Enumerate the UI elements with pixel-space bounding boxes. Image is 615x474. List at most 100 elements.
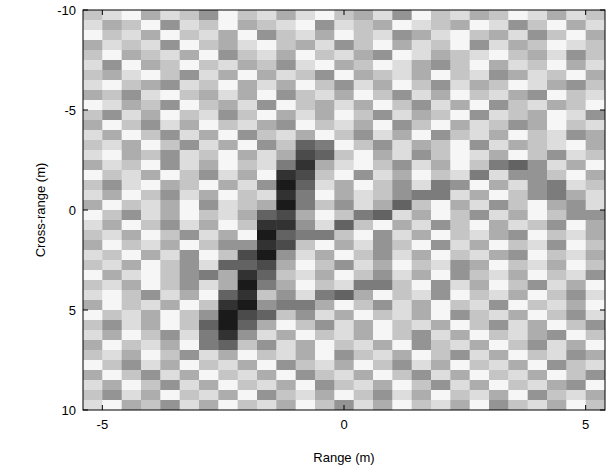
cell [354, 230, 374, 241]
cell [199, 370, 219, 381]
cell [160, 140, 180, 151]
cell [102, 180, 122, 191]
cell [489, 180, 509, 191]
cell [508, 110, 528, 121]
cell [83, 110, 103, 121]
cell [431, 330, 451, 341]
cell [489, 90, 509, 101]
cell [296, 150, 316, 161]
cell [508, 20, 528, 31]
cell [334, 350, 354, 361]
cell [218, 160, 238, 171]
cell [489, 270, 509, 281]
cell [470, 10, 490, 21]
cell [160, 270, 180, 281]
cell [180, 90, 200, 101]
cell [566, 330, 586, 341]
cell [199, 400, 219, 410]
cell [528, 400, 548, 410]
cell [122, 120, 142, 131]
cell [470, 400, 490, 410]
cell [547, 60, 567, 71]
cell [199, 200, 219, 211]
cell [586, 280, 605, 291]
cell [508, 290, 528, 301]
cell [547, 360, 567, 371]
cell [431, 230, 451, 241]
cell [392, 160, 412, 171]
cell [160, 190, 180, 201]
cell [489, 380, 509, 391]
cell [180, 230, 200, 241]
cell [392, 390, 412, 401]
cell [334, 310, 354, 321]
cell [373, 240, 393, 251]
cell [431, 150, 451, 161]
cell [489, 60, 509, 71]
cell [354, 370, 374, 381]
cell [315, 210, 335, 221]
cell [160, 200, 180, 211]
cell [431, 100, 451, 111]
cell [141, 310, 161, 321]
cell [547, 240, 567, 251]
cell [122, 300, 142, 311]
cell [431, 80, 451, 91]
cell [122, 20, 142, 31]
cell [315, 140, 335, 151]
cell [508, 340, 528, 351]
cell [586, 380, 605, 391]
cell [489, 100, 509, 111]
cell [122, 160, 142, 171]
cell [547, 260, 567, 271]
cell [180, 110, 200, 121]
cell [160, 40, 180, 51]
cell [257, 20, 277, 31]
cell [83, 230, 103, 241]
cell [160, 20, 180, 31]
cell [218, 330, 238, 341]
cell [180, 30, 200, 41]
cell [122, 150, 142, 161]
cell [238, 190, 258, 201]
cell [315, 400, 335, 410]
cell [83, 210, 103, 221]
cell [547, 120, 567, 131]
cell [141, 160, 161, 171]
cell [296, 100, 316, 111]
cell [412, 170, 432, 181]
cell [489, 30, 509, 41]
cell [489, 250, 509, 261]
cell [276, 220, 296, 231]
cell [199, 210, 219, 221]
cell [354, 240, 374, 251]
cell [547, 310, 567, 321]
cell [276, 280, 296, 291]
cell [160, 250, 180, 261]
cell [412, 20, 432, 31]
cell [412, 130, 432, 141]
cell [373, 340, 393, 351]
cell [296, 240, 316, 251]
cell [199, 90, 219, 101]
cell [528, 370, 548, 381]
cell [160, 120, 180, 131]
cell [528, 260, 548, 271]
cell [412, 200, 432, 211]
cell [470, 300, 490, 311]
cell [276, 250, 296, 261]
cell [412, 330, 432, 341]
cell [412, 90, 432, 101]
cell [450, 330, 470, 341]
cell [83, 150, 103, 161]
cell [218, 180, 238, 191]
cell [373, 60, 393, 71]
cell [470, 380, 490, 391]
cell [412, 30, 432, 41]
cell [566, 30, 586, 41]
cell [199, 150, 219, 161]
cell [296, 70, 316, 81]
cell [141, 290, 161, 301]
cell [334, 260, 354, 271]
cell [450, 360, 470, 371]
